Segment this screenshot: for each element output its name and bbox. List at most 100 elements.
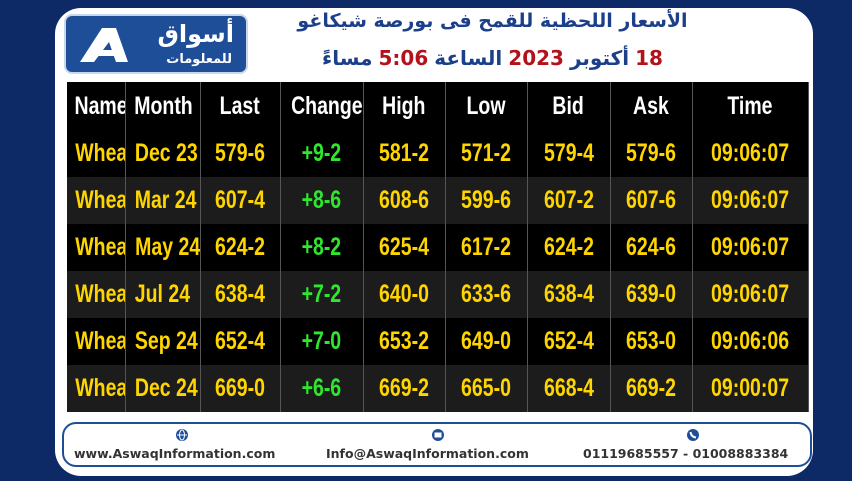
table-cell: 669-0	[200, 365, 281, 412]
header-text: Low	[466, 91, 506, 120]
cell-text: Mar 24	[134, 186, 197, 214]
table-cell: 571-2	[445, 130, 528, 177]
header-text: Time	[727, 91, 773, 120]
table-cell: 624-6	[610, 224, 693, 271]
cell-text: 665-0	[461, 374, 511, 402]
table-cell: 09:06:07	[692, 130, 809, 177]
table-cell: 608-6	[363, 177, 446, 224]
column-header: Bid	[527, 82, 611, 130]
cell-text: 638-4	[543, 280, 594, 308]
table-cell: 669-2	[363, 365, 446, 412]
cell-text: 639-0	[626, 280, 676, 308]
cell-text: Sep 24	[134, 327, 198, 355]
cell-text: 607-4	[215, 186, 265, 214]
phone-icon	[687, 429, 699, 441]
table-cell: Jul 24	[125, 271, 201, 318]
header-text: Ask	[633, 91, 669, 120]
table-cell: 579-4	[527, 130, 611, 177]
logo-subtitle: للمعلومات	[166, 52, 232, 67]
cell-text: 624-2	[215, 233, 265, 261]
header-text: Last	[219, 91, 261, 120]
table-cell: 665-0	[445, 365, 528, 412]
cell-text: 09:06:07	[710, 233, 790, 261]
cell-text: Dec 24	[134, 374, 198, 402]
table-cell: 09:06:07	[692, 177, 809, 224]
table-cell: 652-4	[527, 318, 611, 365]
cell-text: 09:06:07	[710, 280, 790, 308]
cell-text: 599-6	[461, 186, 511, 214]
table-cell: 09:00:07	[692, 365, 809, 412]
table-row: Wheat Sep 24 652-4 +7-0 653-2 649-0 652-4 653-0…	[67, 318, 809, 365]
table-cell: Wheat	[67, 177, 126, 224]
table-cell: +9-2	[280, 130, 364, 177]
date-part: الساعة	[434, 46, 503, 70]
table-cell: Wheat	[67, 318, 126, 365]
header-text: Month	[133, 91, 193, 120]
table-cell: 669-2	[610, 365, 693, 412]
table-cell: 653-2	[363, 318, 446, 365]
table-cell: Wheat	[67, 224, 126, 271]
logo-icon	[80, 28, 128, 62]
cell-text: 571-2	[461, 139, 511, 167]
cell-text: 09:06:06	[710, 327, 790, 355]
column-header: Month	[125, 82, 201, 130]
cell-text: +7-0	[301, 327, 342, 355]
cell-text: 653-2	[379, 327, 429, 355]
cell-text: May 24	[134, 233, 200, 261]
table-cell: +7-2	[280, 271, 364, 318]
cell-text: 668-4	[543, 374, 594, 402]
table-cell: 581-2	[363, 130, 446, 177]
cell-text: Dec 23	[134, 139, 198, 167]
table-row: Wheat May 24 624-2 +8-2 625-4 617-2 624-2 624-6…	[67, 224, 809, 271]
table-cell: 579-6	[610, 130, 693, 177]
cell-text: 669-0	[215, 374, 265, 402]
cell-text: 608-6	[379, 186, 429, 214]
email-icon	[432, 429, 444, 441]
phones: 01119685557 - 01008883384	[583, 446, 789, 461]
cell-text: 625-4	[379, 233, 429, 261]
cell-text: 09:00:07	[710, 374, 790, 402]
column-header: Change	[280, 82, 364, 130]
table-cell: +8-6	[280, 177, 364, 224]
table-row: Wheat Dec 23 579-6 +9-2 581-2 571-2 579-4 579-6…	[67, 130, 809, 177]
cell-text: 653-0	[626, 327, 676, 355]
table-cell: 649-0	[445, 318, 528, 365]
table-cell: 652-4	[200, 318, 281, 365]
table-cell: Sep 24	[125, 318, 201, 365]
table-cell: 638-4	[200, 271, 281, 318]
table-cell: 633-6	[445, 271, 528, 318]
table-cell: 607-6	[610, 177, 693, 224]
logo: أسواق للمعلومات	[64, 14, 248, 74]
table-cell: 638-4	[527, 271, 611, 318]
cell-text: 624-6	[626, 233, 676, 261]
table-cell: 653-0	[610, 318, 693, 365]
table-cell: +7-0	[280, 318, 364, 365]
date-part: مساءً	[322, 46, 373, 70]
cell-text: 640-0	[379, 280, 429, 308]
web-icon	[176, 429, 188, 441]
column-header: Ask	[610, 82, 693, 130]
cell-text: 581-2	[379, 139, 429, 167]
cell-text: 579-6	[626, 139, 676, 167]
cell-text: 617-2	[461, 233, 511, 261]
table-cell: May 24	[125, 224, 201, 271]
cell-text: Wheat	[75, 233, 124, 261]
cell-text: 669-2	[379, 374, 429, 402]
footer: www.AswaqInformation.com Info@AswaqInfor…	[62, 422, 812, 467]
header-text: Bid	[552, 91, 585, 120]
header-text: Name	[74, 91, 125, 120]
table-cell: 09:06:06	[692, 318, 809, 365]
date-part: 18	[635, 46, 663, 70]
column-header: High	[363, 82, 446, 130]
table-cell: 639-0	[610, 271, 693, 318]
table-cell: 607-2	[527, 177, 611, 224]
cell-text: Wheat	[75, 280, 124, 308]
cell-text: +9-2	[301, 139, 342, 167]
cell-text: +8-6	[301, 186, 342, 214]
table-row: Wheat Jul 24 638-4 +7-2 640-0 633-6 638-4 639-0…	[67, 271, 809, 318]
table-cell: 625-4	[363, 224, 446, 271]
cell-text: 652-4	[543, 327, 594, 355]
table-cell: 607-4	[200, 177, 281, 224]
table-cell: Wheat	[67, 271, 126, 318]
price-table: Name Month Last Change High Low Bid Ask Time Whea…	[67, 82, 809, 412]
